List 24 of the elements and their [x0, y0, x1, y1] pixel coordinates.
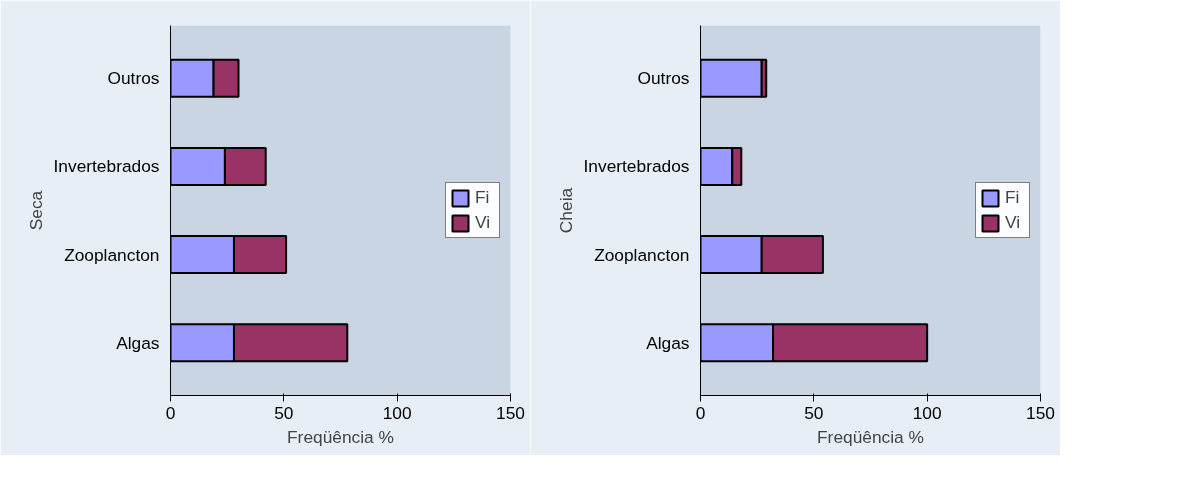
y-tick-label: Zooplancton [64, 244, 160, 265]
x-tick-label: 0 [165, 402, 176, 423]
x-axis-title: Freqüência % [817, 426, 924, 447]
y-axis-title: Seca [25, 190, 46, 231]
y-tick-label: Outros [637, 68, 690, 89]
x-tick-label: 50 [804, 402, 824, 423]
y-tick-label: Zooplancton [594, 244, 690, 265]
x-tick-label: 150 [1026, 402, 1055, 423]
y-tick-label: Algas [646, 332, 690, 353]
x-tick-label: 100 [382, 402, 412, 423]
y-tick-label: Outros [107, 68, 160, 89]
legend-label: Vi [475, 212, 492, 233]
x-tick-label: 100 [912, 402, 942, 423]
legend-label: Fi [475, 187, 491, 208]
y-axis-title: Cheia [555, 187, 576, 234]
x-axis-title: Freqüência % [287, 426, 394, 447]
x-tick-label: 150 [496, 402, 525, 423]
y-tick-label: Invertebrados [53, 156, 160, 177]
y-tick-label: Invertebrados [583, 156, 690, 177]
x-tick-label: 50 [274, 402, 294, 423]
legend-label: Fi [1005, 187, 1021, 208]
x-tick-label: 0 [695, 402, 706, 423]
legend-label: Vi [1005, 212, 1022, 233]
y-tick-label: Algas [116, 332, 160, 353]
